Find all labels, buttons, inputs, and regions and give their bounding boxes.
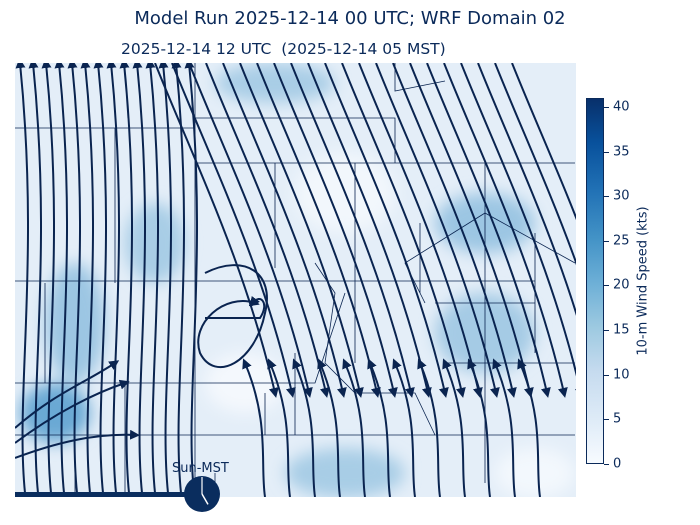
wind-speed-field xyxy=(15,63,576,497)
streamline xyxy=(171,63,185,494)
colorbar-tick-label: 20 xyxy=(613,277,630,293)
colorbar-tick xyxy=(604,151,609,153)
colorbar-tick-label: 35 xyxy=(613,144,630,160)
colorbar-tick-label: 15 xyxy=(613,322,630,338)
valid-time-subtitle: 2025-12-14 12 UTC (2025-12-14 05 MST) xyxy=(121,40,446,58)
wind-map xyxy=(15,63,576,497)
streamline xyxy=(358,63,483,398)
streamline xyxy=(132,63,146,494)
figure-title: Model Run 2025-12-14 00 UTC; WRF Domain … xyxy=(134,8,566,29)
streamline xyxy=(41,63,55,494)
streamline xyxy=(477,63,576,316)
colorbar-tick xyxy=(604,240,609,242)
streamline xyxy=(119,63,133,494)
streamline xyxy=(15,379,130,444)
streamline xyxy=(54,63,68,494)
streamline xyxy=(239,63,364,398)
streamline xyxy=(242,358,266,497)
streamline xyxy=(417,358,441,497)
streamline xyxy=(317,358,341,497)
streamline xyxy=(342,358,366,497)
colorbar-label: 10-m Wind Speed (kts) xyxy=(635,206,651,356)
streamline xyxy=(171,63,296,398)
streamline xyxy=(290,63,415,398)
streamline xyxy=(197,264,268,369)
colorbar-tick xyxy=(604,106,609,108)
streamline xyxy=(273,63,398,398)
streamline xyxy=(292,358,316,497)
streamline xyxy=(15,429,140,459)
colorbar-tick xyxy=(604,374,609,376)
time-progress-bar xyxy=(15,492,202,497)
colorbar-tick-label: 30 xyxy=(613,188,630,204)
streamline xyxy=(307,63,432,398)
colorbar-tick xyxy=(604,419,609,421)
colorbar-tick-label: 25 xyxy=(613,233,630,249)
colorbar-tick xyxy=(604,285,609,287)
clock-label: Sun-MST xyxy=(172,461,229,476)
streamline xyxy=(494,63,576,266)
streamline xyxy=(409,63,534,398)
streamline xyxy=(80,63,94,494)
streamline xyxy=(184,63,198,494)
colorbar-tick-label: 10 xyxy=(613,367,630,383)
streamline xyxy=(426,63,551,398)
clock-icon xyxy=(184,476,220,512)
colorbar-tick xyxy=(604,464,609,465)
streamline xyxy=(392,358,416,497)
streamline xyxy=(443,63,568,398)
colorbar-tick-label: 0 xyxy=(613,456,622,472)
streamline xyxy=(67,63,81,494)
streamline xyxy=(93,63,107,494)
streamline xyxy=(188,63,313,398)
streamline xyxy=(267,358,291,497)
streamline xyxy=(205,63,330,398)
streamline xyxy=(392,63,517,398)
streamline xyxy=(154,63,279,398)
streamline xyxy=(367,358,391,497)
colorbar-tick-label: 5 xyxy=(613,411,622,427)
streamline xyxy=(158,63,172,494)
streamline xyxy=(511,63,576,221)
streamline xyxy=(145,63,159,494)
streamline xyxy=(492,358,516,497)
colorbar xyxy=(586,98,604,464)
colorbar-tick xyxy=(604,330,609,332)
colorbar-tick xyxy=(604,196,609,198)
streamline xyxy=(106,63,120,494)
streamline xyxy=(15,63,29,494)
colorbar-tick-label: 40 xyxy=(613,99,630,115)
streamline xyxy=(467,358,491,497)
streamline xyxy=(375,63,500,398)
streamline xyxy=(341,63,466,398)
streamline xyxy=(442,358,466,497)
streamline xyxy=(256,63,381,398)
streamline xyxy=(517,358,541,497)
streamline xyxy=(15,360,120,429)
streamline xyxy=(460,63,576,398)
streamlines xyxy=(15,63,576,497)
streamline xyxy=(324,63,449,398)
streamline xyxy=(205,296,266,319)
streamline xyxy=(222,63,347,398)
